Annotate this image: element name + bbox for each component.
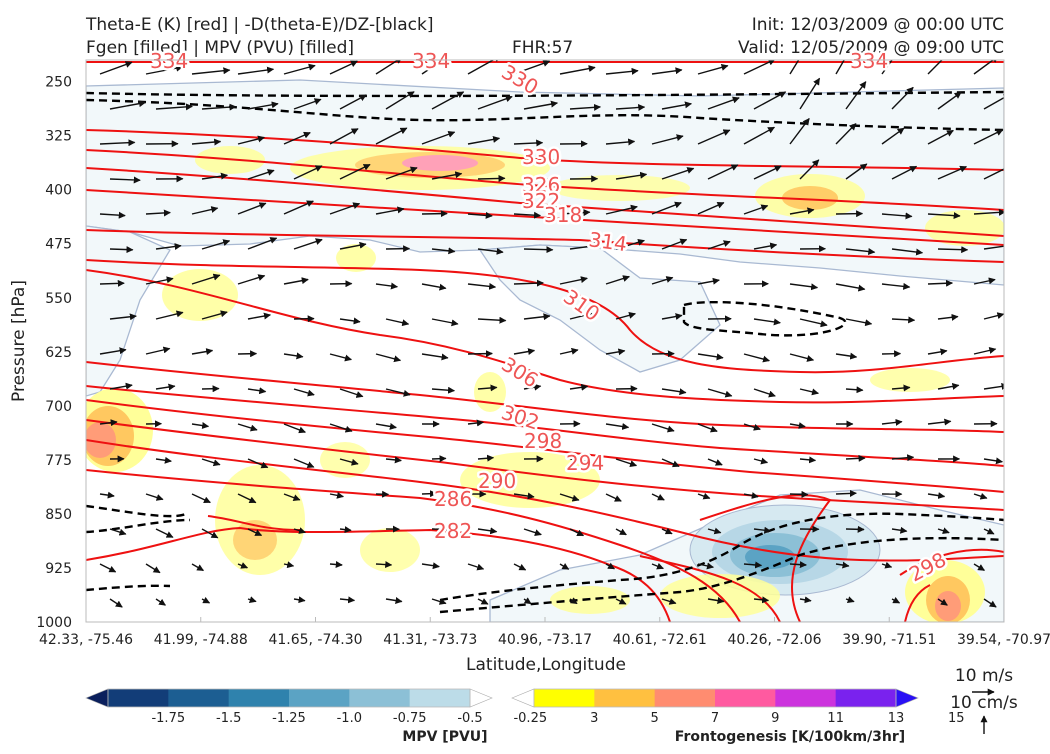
theta-e-label: 286 xyxy=(434,487,472,511)
wind-vector xyxy=(422,214,447,215)
mpv-colorbar-tick: -1.75 xyxy=(151,711,185,726)
y-axis-label: Pressure [hPa] xyxy=(9,280,29,402)
colorbar-swatch xyxy=(289,689,350,707)
vector-key-horizontal: 10 m/s xyxy=(955,666,1013,686)
y-tick-label: 475 xyxy=(45,237,72,253)
fgen-colorbar-tick: 3 xyxy=(590,711,598,726)
x-tick-label: 39.90, -71.51 xyxy=(842,632,936,648)
colorbar-extend-right xyxy=(896,689,918,707)
colorbar-swatch xyxy=(715,689,776,707)
colorbar-swatch xyxy=(534,689,595,707)
colorbar-extend-left xyxy=(86,689,108,707)
fgen-colorbar-tick: 9 xyxy=(771,711,779,726)
mpv-colorbar: -1.75 -1.5 -1.25 -1.0 -0.75 -0.5 -0.25 xyxy=(86,689,547,726)
x-tick-label: 40.26, -72.06 xyxy=(727,632,821,648)
colorbar-swatch xyxy=(410,689,471,707)
x-tick-label: 40.96, -73.17 xyxy=(498,632,592,648)
colorbar-swatch xyxy=(108,689,169,707)
theta-e-label: 294 xyxy=(566,451,604,475)
x-tick-label: 42.33, -75.46 xyxy=(39,632,133,648)
y-tick-label: 250 xyxy=(45,75,72,91)
wind-vector xyxy=(524,249,553,250)
wind-vector xyxy=(846,529,864,530)
x-tick-label: 41.99, -74.88 xyxy=(154,632,248,648)
wind-vector xyxy=(938,249,968,250)
fgen-colorbar-tick: 11 xyxy=(827,711,844,726)
colorbar-swatch xyxy=(775,689,836,707)
theta-e-label: 334 xyxy=(412,49,450,73)
wind-vector xyxy=(100,283,124,284)
title-line-2: Fgen [filled] | MPV (PVU) [filled] xyxy=(86,38,354,58)
mpv-colorbar-tick: -1.25 xyxy=(272,711,306,726)
fgen-colorbar-tick: 7 xyxy=(711,711,719,726)
wind-vector xyxy=(846,458,865,459)
theta-e-label: 290 xyxy=(478,469,516,493)
theta-e-label: 330 xyxy=(522,145,560,169)
y-axis-ticks: 250 325 400 475 550 625 700 775 850 925 1000 xyxy=(36,75,72,631)
theta-e-label: 282 xyxy=(434,519,472,543)
y-tick-label: 1000 xyxy=(36,615,72,631)
wind-vector xyxy=(330,564,342,565)
colorbar-swatch xyxy=(168,689,229,707)
fgen-colorbar-tick: 5 xyxy=(651,711,659,726)
x-axis-label: Latitude,Longitude xyxy=(466,655,626,675)
fgen-colorbar-tick: 13 xyxy=(888,711,905,726)
mpv-colorbar-tick: -0.75 xyxy=(393,711,427,726)
colorbar-extend-left xyxy=(512,689,534,707)
init-time: Init: 12/03/2009 @ 00:00 UTC xyxy=(752,15,1004,35)
y-tick-label: 400 xyxy=(45,183,72,199)
vector-key-vertical: 10 cm/s xyxy=(950,693,1018,713)
wind-vector xyxy=(790,564,806,565)
x-tick-label: 41.65, -74.30 xyxy=(268,632,362,648)
wind-vector xyxy=(110,249,133,250)
wind-vector xyxy=(468,354,492,355)
mpv-colorbar-tick: -0.5 xyxy=(457,711,482,726)
y-tick-label: 550 xyxy=(45,291,72,307)
theta-e-label: 334 xyxy=(850,49,888,73)
wind-vector xyxy=(836,493,856,494)
wind-vector xyxy=(790,494,808,495)
theta-e-label: 298 xyxy=(524,429,562,453)
y-tick-label: 625 xyxy=(45,345,72,361)
colorbar-swatch xyxy=(349,689,410,707)
title-line-1: Theta-E (K) [red] | -D(theta-E)/DZ-[blac… xyxy=(85,15,434,35)
theta-e-label: 318 xyxy=(544,203,582,227)
mpv-colorbar-label: MPV [PVU] xyxy=(402,729,487,745)
colorbar-swatch xyxy=(229,689,290,707)
x-tick-label: 39.54, -70.97 xyxy=(957,632,1050,648)
colorbar-extend-right xyxy=(470,689,492,707)
fgen-colorbar-tick: 15 xyxy=(948,711,965,726)
mpv-colorbar-tick: -1.0 xyxy=(337,711,362,726)
forecast-hour: FHR:57 xyxy=(512,38,573,58)
theta-e-label: 334 xyxy=(150,49,188,73)
fgen-colorbar: 3 5 7 9 11 13 15 xyxy=(512,689,965,726)
x-tick-label: 41.31, -73.73 xyxy=(383,632,477,648)
y-tick-label: 325 xyxy=(45,129,72,145)
colorbar-swatch xyxy=(655,689,716,707)
y-tick-label: 775 xyxy=(45,453,72,469)
colorbar-swatch xyxy=(594,689,655,707)
wind-vector xyxy=(928,283,952,284)
wind-vector xyxy=(376,564,392,565)
y-tick-label: 850 xyxy=(45,507,72,523)
colorbar-swatch xyxy=(836,689,897,707)
y-tick-label: 700 xyxy=(45,399,72,415)
mpv-colorbar-tick: -0.25 xyxy=(513,711,547,726)
mpv-colorbar-tick: -1.5 xyxy=(216,711,241,726)
fgen-colorbar-label: Frontogenesis [K/100km/3hr] xyxy=(675,729,905,745)
wind-vector xyxy=(432,458,446,459)
x-tick-label: 40.61, -72.61 xyxy=(613,632,707,648)
wind-vector xyxy=(478,178,505,179)
y-tick-label: 925 xyxy=(45,561,72,577)
